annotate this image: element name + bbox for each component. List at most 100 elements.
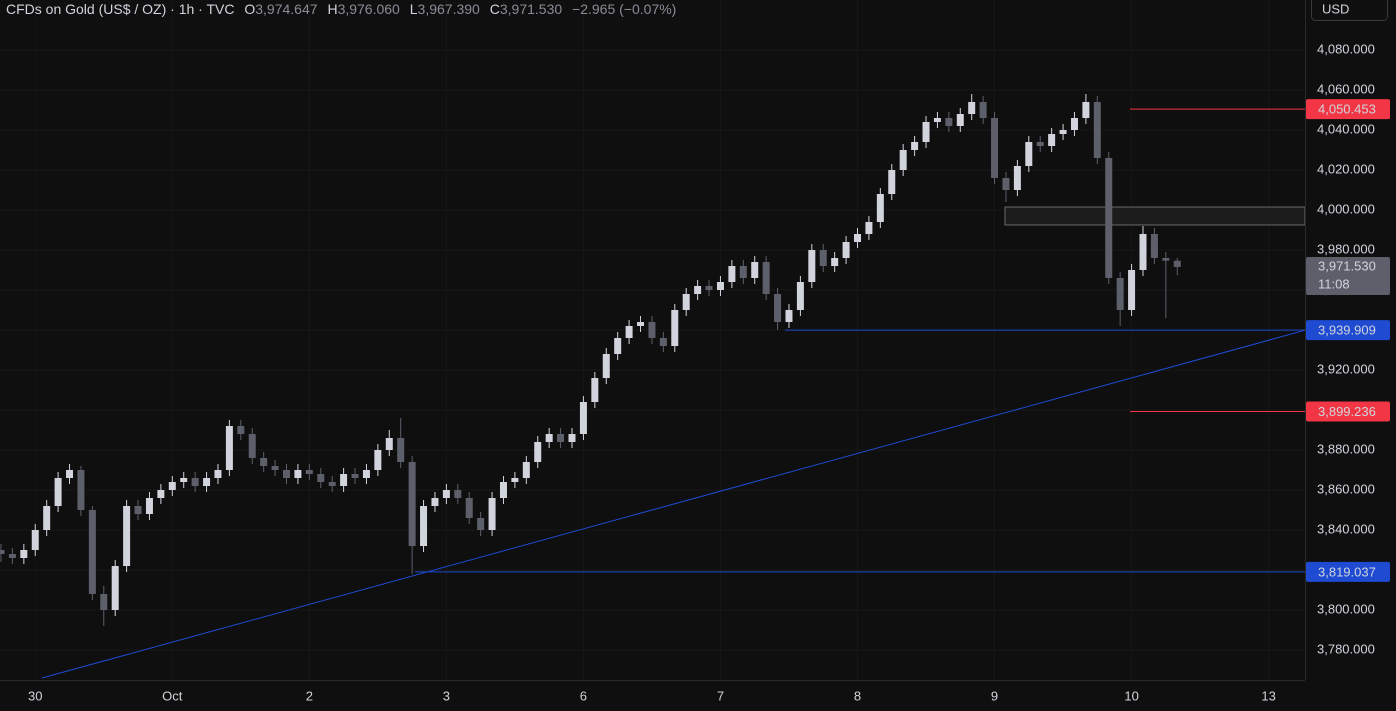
candle-body xyxy=(591,378,599,402)
candle-body xyxy=(454,490,462,498)
level-tag xyxy=(1306,99,1390,120)
candles xyxy=(0,94,1181,626)
level-tag-label: 3,819.037 xyxy=(1318,564,1376,579)
candle-body xyxy=(20,550,28,558)
candle-body xyxy=(648,322,656,338)
candle-body xyxy=(1070,118,1078,130)
candle-body xyxy=(145,498,153,514)
candle-body xyxy=(1162,258,1170,261)
candle-body xyxy=(911,142,919,150)
candle-body xyxy=(933,118,941,122)
candle-body xyxy=(477,518,485,530)
candle-body xyxy=(705,286,713,290)
candle-body xyxy=(1013,166,1021,190)
candle-body xyxy=(796,282,804,310)
candle-body xyxy=(899,150,907,170)
level-tag xyxy=(1306,561,1390,582)
candle-body xyxy=(602,354,610,378)
level-tag xyxy=(1306,320,1390,341)
candle-body xyxy=(385,438,393,450)
candle-body xyxy=(922,122,930,142)
y-tick-label: 3,780.000 xyxy=(1317,641,1375,656)
candle-body xyxy=(54,478,62,506)
candle-body xyxy=(1093,102,1101,158)
candle-body xyxy=(465,498,473,518)
candle-body xyxy=(557,434,565,442)
ohlc-value: 3,967.390 xyxy=(418,1,480,17)
candle-body xyxy=(225,426,233,470)
candle-body xyxy=(716,282,724,290)
candle-body xyxy=(831,258,839,266)
x-tick-label: 9 xyxy=(991,688,998,703)
candle-body xyxy=(762,262,770,294)
currency[interactable]: USD xyxy=(1322,1,1349,16)
candle-body xyxy=(1048,134,1056,146)
x-tick-label: 2 xyxy=(306,688,313,703)
candle-body xyxy=(568,434,576,442)
candle-body xyxy=(671,310,679,346)
candle-body xyxy=(659,338,667,346)
drawings xyxy=(41,108,1306,679)
candle-body xyxy=(991,118,999,178)
currency-button[interactable] xyxy=(1311,0,1388,21)
axes: 3,780.0003,800.0003,820.0003,840.0003,86… xyxy=(28,41,1390,703)
candle-body xyxy=(945,118,953,126)
candle-body xyxy=(1139,234,1147,270)
y-tick-label: 3,860.000 xyxy=(1317,481,1375,496)
candle-body xyxy=(260,458,268,466)
candle-body xyxy=(739,266,747,278)
y-tick-label: 4,040.000 xyxy=(1317,121,1375,136)
y-tick-label: 4,080.000 xyxy=(1317,41,1375,56)
x-tick-label: 13 xyxy=(1261,688,1275,703)
candle-body xyxy=(614,338,622,354)
candle-body xyxy=(271,466,279,470)
candle-body xyxy=(283,470,290,478)
level-tag-label: 3,939.909 xyxy=(1318,323,1376,338)
candle-body xyxy=(0,550,5,554)
candle-body xyxy=(191,478,199,486)
candle-body xyxy=(876,194,884,222)
candle-body xyxy=(362,470,370,478)
y-tick-label: 3,840.000 xyxy=(1317,521,1375,536)
candle-body xyxy=(294,470,302,478)
candle-body xyxy=(785,310,793,322)
candle-body xyxy=(408,462,416,546)
candle-body xyxy=(248,434,256,458)
candle-body xyxy=(1105,158,1113,278)
candle-body xyxy=(979,102,987,118)
symbol: CFDs on Gold (US$ / OZ) · 1h · TVC xyxy=(6,1,234,17)
level-tag xyxy=(1306,401,1390,422)
candle-body xyxy=(66,470,74,478)
x-tick-label: 7 xyxy=(717,688,724,703)
y-tick-label: 4,060.000 xyxy=(1317,81,1375,96)
candle-body xyxy=(157,490,165,498)
x-tick-label: 8 xyxy=(854,688,861,703)
x-tick-label: 30 xyxy=(28,688,42,703)
candle-body xyxy=(340,474,348,486)
candle-body xyxy=(351,474,359,478)
candle-body xyxy=(968,102,976,114)
candle-body xyxy=(534,442,542,462)
x-tick-label: Oct xyxy=(162,688,183,703)
candle-body xyxy=(728,266,736,282)
supply-zone xyxy=(1004,206,1306,226)
candle-body xyxy=(956,114,964,126)
ohlc-key: H xyxy=(327,1,337,17)
candle-body xyxy=(431,498,439,506)
candle-body xyxy=(511,478,519,482)
candle-body xyxy=(1082,102,1090,118)
y-tick-label: 4,000.000 xyxy=(1317,201,1375,216)
candle-body xyxy=(682,294,690,310)
candle-body xyxy=(317,474,325,482)
y-tick-label: 3,880.000 xyxy=(1317,441,1375,456)
countdown: 11:08 xyxy=(1318,276,1350,291)
candle-body xyxy=(625,326,633,338)
candle-body xyxy=(1025,142,1033,166)
candle-body xyxy=(819,250,827,266)
candle-body xyxy=(420,506,428,546)
candle-body xyxy=(1116,278,1124,310)
candle-body xyxy=(579,402,587,434)
